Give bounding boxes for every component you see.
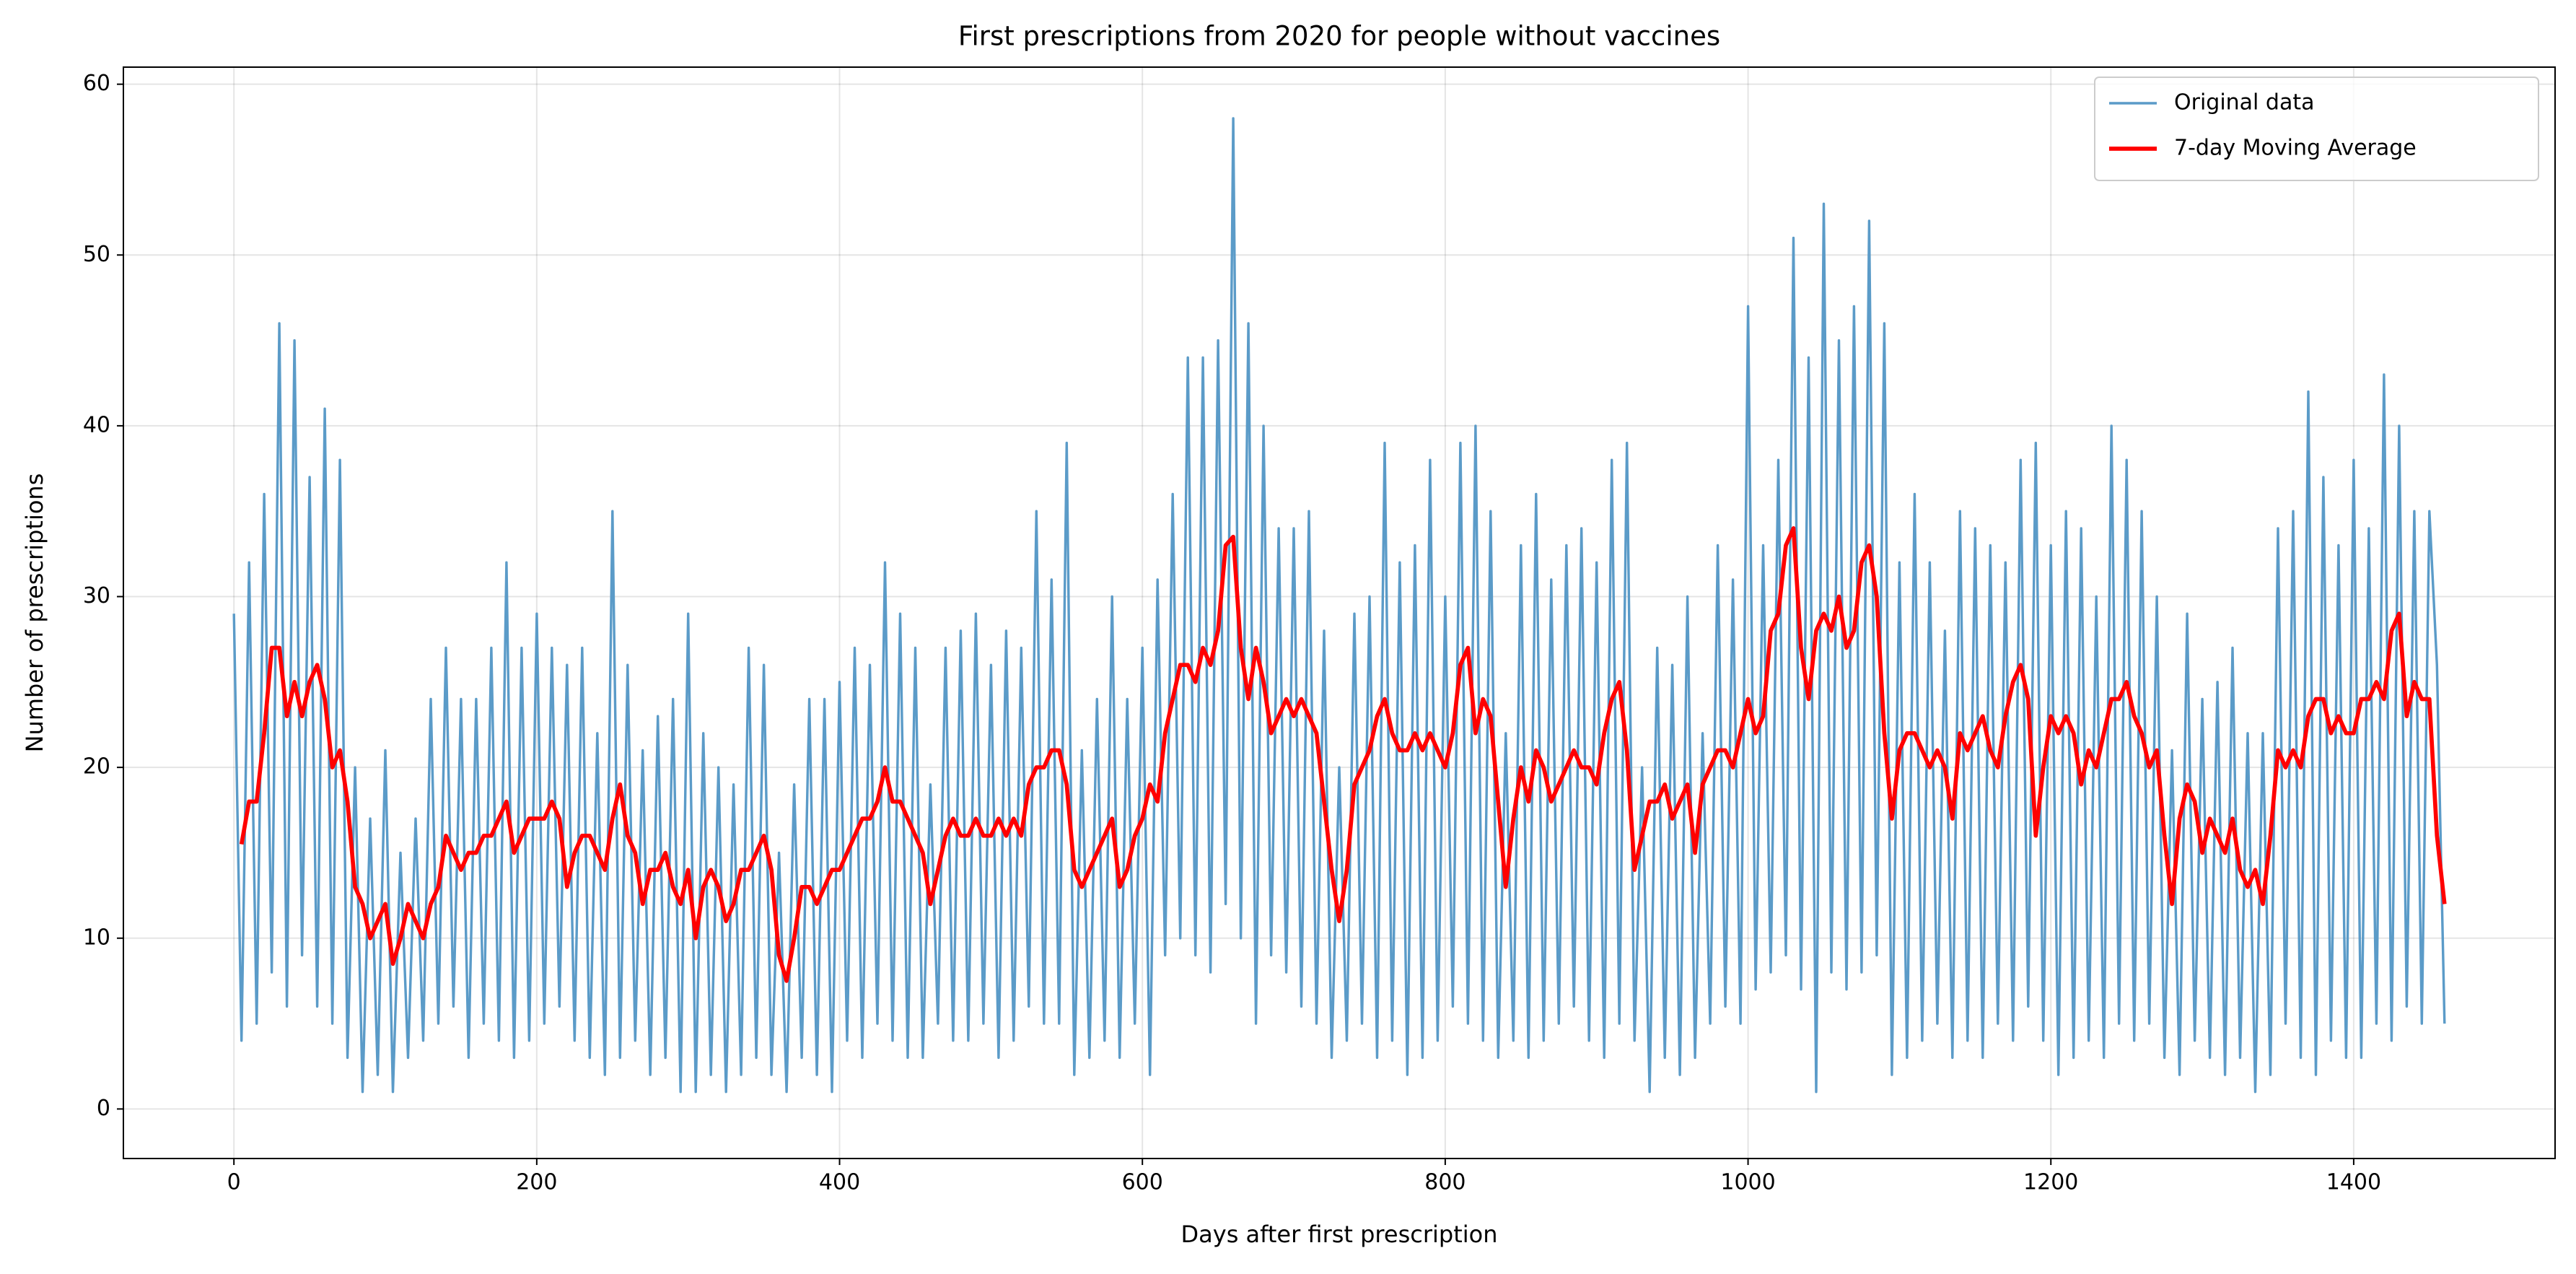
x-tick-label: 1400 <box>2326 1170 2381 1195</box>
x-tick-label: 800 <box>1424 1170 1466 1195</box>
legend-box <box>2094 77 2539 181</box>
plot-frame <box>123 66 2556 1159</box>
chart-title: First prescriptions from 2020 for people… <box>958 21 1720 52</box>
legend-label: Original data <box>2174 90 2315 115</box>
y-tick-label: 40 <box>83 412 110 437</box>
y-tick-label: 30 <box>83 583 110 608</box>
y-tick-label: 0 <box>97 1096 110 1121</box>
x-axis-label: Days after first prescription <box>1181 1221 1498 1248</box>
y-tick-label: 10 <box>83 925 110 950</box>
data-line <box>232 117 2446 1094</box>
x-tick-label: 1200 <box>2023 1170 2078 1195</box>
x-tick-label: 400 <box>819 1170 860 1195</box>
data-line <box>239 526 2447 983</box>
y-tick-label: 50 <box>83 242 110 267</box>
legend-label: 7-day Moving Average <box>2174 136 2417 161</box>
y-tick-label: 20 <box>83 754 110 780</box>
y-axis-label: Number of prescriptions <box>21 474 48 753</box>
x-tick-label: 600 <box>1122 1170 1163 1195</box>
y-tick-label: 60 <box>83 71 110 96</box>
x-tick-label: 0 <box>227 1170 241 1195</box>
x-tick-label: 200 <box>516 1170 557 1195</box>
x-tick-label: 1000 <box>1720 1170 1775 1195</box>
